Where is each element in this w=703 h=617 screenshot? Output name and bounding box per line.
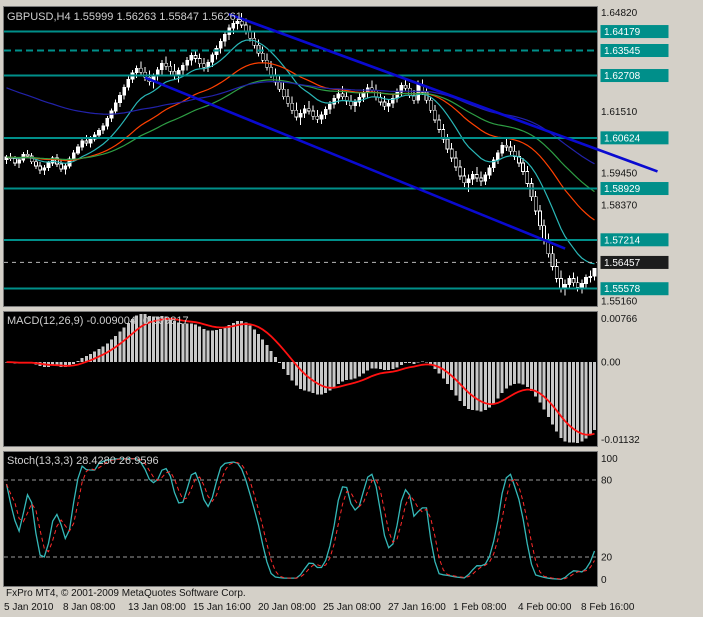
- svg-text:20: 20: [601, 553, 613, 564]
- date-axis-label: 15 Jan 16:00: [193, 602, 251, 613]
- candlesticks: [4, 12, 597, 296]
- macd-panel[interactable]: 0.00766 0.00 -0.01132 MACD(12,26,9) -0.009…: [3, 311, 703, 447]
- stoch-level-lines: [4, 479, 597, 558]
- svg-text:1.58370: 1.58370: [601, 201, 638, 212]
- date-axis-label: 8 Jan 08:00: [63, 602, 116, 613]
- date-axis-label: 8 Feb 16:00: [581, 602, 635, 613]
- macd-indicator-title: MACD(12,26,9) -0.009004 -0.009817: [7, 315, 189, 327]
- svg-text:1.58929: 1.58929: [604, 184, 641, 195]
- trend-channel-lines[interactable]: [144, 12, 658, 250]
- macd-canvas[interactable]: 0.00766 0.00 -0.01132 MACD(12,26,9) -0.009…: [3, 311, 703, 447]
- stochastic-canvas[interactable]: 100 80 20 0 Stoch(13,3,3) 28.4280 26.9596: [3, 451, 703, 587]
- svg-text:1.62708: 1.62708: [604, 71, 641, 82]
- platform-copyright: FxPro MT4, © 2001-2009 MetaQuotes Softwa…: [6, 588, 246, 599]
- svg-text:1.57214: 1.57214: [604, 235, 641, 246]
- macd-axis[interactable]: 0.00766 0.00 -0.01132: [601, 314, 640, 446]
- svg-text:1.59450: 1.59450: [601, 168, 638, 179]
- date-axis-label: 5 Jan 2010: [4, 602, 54, 613]
- svg-text:0: 0: [601, 575, 607, 586]
- svg-text:1.64179: 1.64179: [604, 27, 641, 38]
- svg-text:1.64820: 1.64820: [601, 8, 638, 19]
- price-chart-panel[interactable]: 1.64820 1.61510 1.59450 1.58370 1.55160 1.641…: [3, 6, 703, 308]
- date-axis-label: 4 Feb 00:00: [518, 602, 572, 613]
- stochastic-panel[interactable]: 100 80 20 0 Stoch(13,3,3) 28.4280 26.9596: [3, 451, 703, 587]
- chart-symbol-title: GBPUSD,H4 1.55999 1.56263 1.55847 1.5626…: [7, 11, 242, 23]
- date-axis-label: 20 Jan 08:00: [258, 602, 316, 613]
- svg-text:1.55578: 1.55578: [604, 284, 641, 295]
- date-axis-label: 25 Jan 08:00: [323, 602, 381, 613]
- stoch-plot-bg[interactable]: [3, 451, 598, 587]
- price-chart-canvas[interactable]: 1.64820 1.61510 1.59450 1.58370 1.55160 1.641…: [3, 6, 703, 308]
- svg-text:1.60624: 1.60624: [604, 133, 641, 144]
- svg-text:1.63545: 1.63545: [604, 46, 641, 57]
- horizontal-support-resistance-lines[interactable]: [4, 30, 597, 290]
- svg-text:-0.01132: -0.01132: [601, 435, 640, 446]
- svg-text:1.55160: 1.55160: [601, 297, 638, 307]
- date-axis-label: 13 Jan 08:00: [128, 602, 186, 613]
- svg-text:0.00766: 0.00766: [601, 314, 638, 325]
- macd-signal-line: [6, 317, 595, 436]
- stoch-axis[interactable]: 100 80 20 0: [601, 454, 618, 586]
- date-axis-label: 1 Feb 08:00: [453, 602, 507, 613]
- svg-text:100: 100: [601, 454, 618, 465]
- price-axis[interactable]: 1.64820 1.61510 1.59450 1.58370 1.55160 1.641…: [600, 8, 669, 308]
- date-axis[interactable]: 5 Jan 2010 8 Jan 08:00 13 Jan 08:00 15 Jan …: [3, 602, 703, 617]
- stoch-signal-line: [6, 458, 595, 580]
- svg-text:0.00: 0.00: [601, 358, 621, 369]
- stochastic-indicator-title: Stoch(13,3,3) 28.4280 26.9596: [7, 455, 159, 467]
- stoch-main-line: [5, 457, 596, 580]
- svg-text:80: 80: [601, 475, 613, 486]
- date-axis-label: 27 Jan 16:00: [388, 602, 446, 613]
- svg-text:1.61510: 1.61510: [601, 107, 638, 118]
- svg-text:1.56457: 1.56457: [604, 258, 641, 269]
